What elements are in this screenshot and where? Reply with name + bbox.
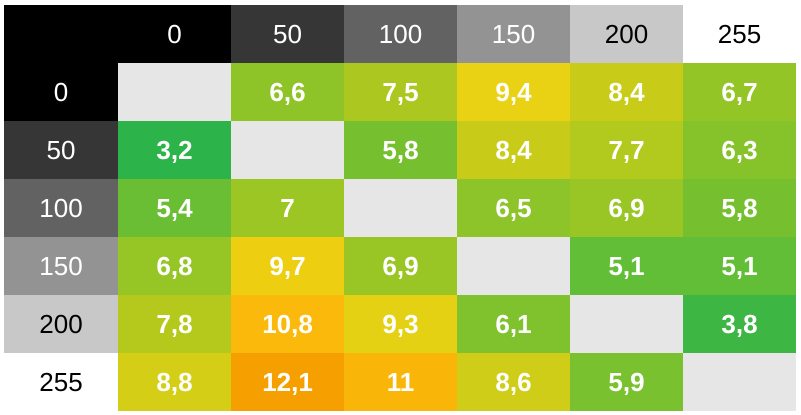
- empty-cell: [570, 295, 683, 353]
- column-header: 255: [683, 5, 796, 63]
- heatmap-cell: 5,9: [570, 353, 683, 411]
- column-header: 200: [570, 5, 683, 63]
- empty-cell: [457, 237, 570, 295]
- heatmap-cell: 11: [344, 353, 457, 411]
- heatmap-cell: 12,1: [231, 353, 344, 411]
- heatmap-cell: 7,5: [344, 63, 457, 121]
- empty-cell: [683, 353, 796, 411]
- column-header: 100: [344, 5, 457, 63]
- heatmap-cell: 7: [231, 179, 344, 237]
- column-header: 150: [457, 5, 570, 63]
- heatmap-cell: 5,1: [683, 237, 796, 295]
- heatmap-cell: 8,4: [457, 121, 570, 179]
- heatmap-cell: 6,6: [231, 63, 344, 121]
- heatmap-cell: 7,7: [570, 121, 683, 179]
- heatmap-cell: 3,8: [683, 295, 796, 353]
- heatmap-cell: 6,8: [118, 237, 231, 295]
- heatmap-cell: 6,9: [570, 179, 683, 237]
- heatmap-cell: 6,5: [457, 179, 570, 237]
- row-header: 255: [4, 353, 118, 411]
- heatmap-cell: 10,8: [231, 295, 344, 353]
- heatmap-cell: 6,1: [457, 295, 570, 353]
- heatmap-cell: 3,2: [118, 121, 231, 179]
- heatmap-cell: 7,8: [118, 295, 231, 353]
- heatmap-cell: 8,6: [457, 353, 570, 411]
- heatmap-cell: 5,8: [344, 121, 457, 179]
- column-header: 50: [231, 5, 344, 63]
- heatmap-cell: 8,4: [570, 63, 683, 121]
- row-header: 50: [4, 121, 118, 179]
- heatmap-cell: 9,7: [231, 237, 344, 295]
- heatmap-cell: 5,4: [118, 179, 231, 237]
- row-header: 150: [4, 237, 118, 295]
- heatmap-cell: 8,8: [118, 353, 231, 411]
- row-header: 0: [4, 63, 118, 121]
- heatmap-cell: 9,4: [457, 63, 570, 121]
- row-header: 100: [4, 179, 118, 237]
- empty-cell: [344, 179, 457, 237]
- column-header: 0: [118, 5, 231, 63]
- empty-cell: [231, 121, 344, 179]
- heatmap-cell: 5,1: [570, 237, 683, 295]
- empty-cell: [118, 63, 231, 121]
- heatmap-grid: 0 50 100 150 200 255 0 6,6 7,5 9,4 8,4 6,7 50 3,2 5,8 8…: [4, 5, 796, 411]
- heatmap-cell: 5,8: [683, 179, 796, 237]
- heatmap-cell: 6,3: [683, 121, 796, 179]
- heatmap-cell: 9,3: [344, 295, 457, 353]
- heatmap-cell: 6,7: [683, 63, 796, 121]
- corner-cell: [4, 5, 118, 63]
- row-header: 200: [4, 295, 118, 353]
- heatmap-cell: 6,9: [344, 237, 457, 295]
